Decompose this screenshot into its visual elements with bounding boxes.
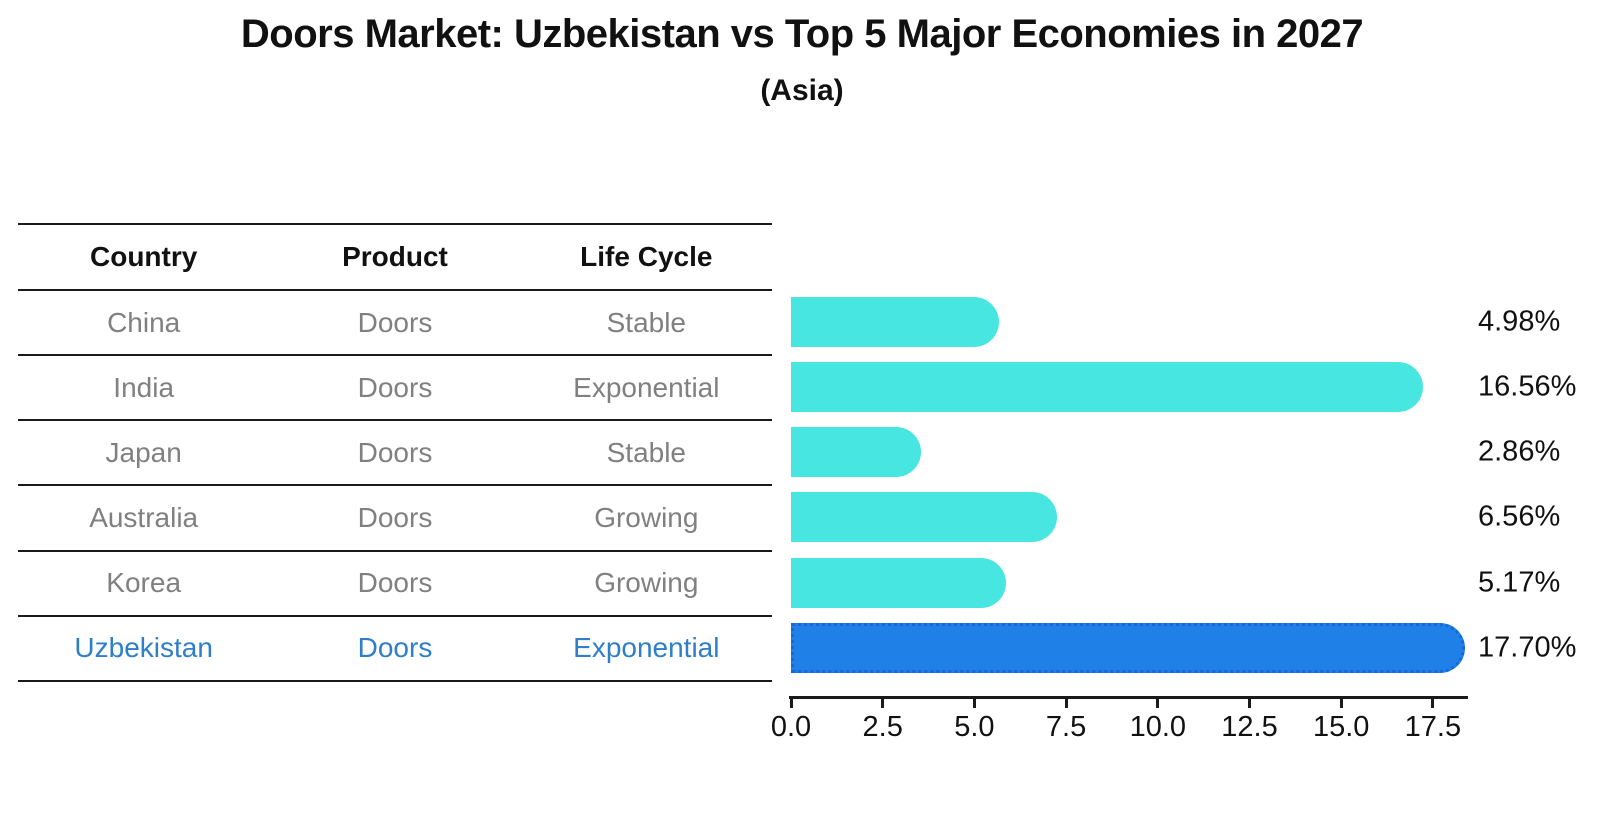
chart-title: Doors Market: Uzbekistan vs Top 5 Major … — [240, 12, 1364, 56]
table-cell-product: Doors — [357, 371, 433, 403]
bar — [791, 296, 999, 347]
table-header-country: Country — [90, 241, 198, 272]
bar-highlighted — [791, 622, 1466, 673]
table-cell-product: Doors — [357, 436, 433, 468]
x-axis-tick-label: 17.5 — [1404, 711, 1462, 743]
x-axis-tick-label: 5.0 — [954, 711, 995, 743]
x-axis-line — [789, 695, 1468, 699]
x-axis-tick-label: 15.0 — [1312, 711, 1370, 743]
table-row: Australia Doors Growing — [18, 484, 772, 549]
x-axis-tick-label: 2.5 — [862, 711, 903, 743]
bar-value-label: 2.86% — [1478, 435, 1561, 468]
table-cell-product: Doors — [357, 632, 433, 664]
table-cell-country: Uzbekistan — [74, 632, 213, 664]
table-cell-country: Japan — [105, 436, 182, 468]
x-axis-tick — [1156, 698, 1160, 708]
table-header-life-cycle: Life Cycle — [580, 241, 713, 272]
table-cell-product: Doors — [357, 502, 433, 534]
x-axis-tick — [881, 698, 885, 708]
table-row: Japan Doors Stable — [18, 419, 772, 484]
bar — [791, 362, 1424, 413]
x-axis-tick — [789, 698, 793, 708]
x-axis-tick — [1431, 698, 1435, 708]
x-axis-tick-label: 10.0 — [1129, 711, 1187, 743]
bar-value-label: 6.56% — [1478, 500, 1561, 533]
table-row: China Doors Stable — [18, 289, 772, 354]
bar-value-label: 17.70% — [1478, 631, 1577, 664]
table-row: Korea Doors Growing — [18, 549, 772, 615]
table-cell-life-cycle: Exponential — [573, 371, 720, 403]
bar — [791, 557, 1006, 608]
table-header-product: Product — [342, 241, 448, 272]
bar — [791, 427, 921, 478]
table-cell-product: Doors — [357, 306, 433, 338]
table-cell-country: India — [113, 371, 175, 403]
x-axis-tick — [1248, 698, 1251, 708]
x-axis-tick-label: 7.5 — [1045, 711, 1087, 743]
table-cell-life-cycle: Exponential — [573, 632, 720, 664]
x-axis-tick-label: 0.0 — [770, 711, 812, 743]
bar-value-label: 4.98% — [1478, 305, 1561, 338]
table-cell-life-cycle: Stable — [606, 436, 687, 468]
table-cell-product: Doors — [357, 567, 433, 599]
x-axis-tick — [1064, 698, 1068, 708]
bar — [791, 492, 1057, 543]
table-row: India Doors Exponential — [18, 354, 772, 419]
chart-subtitle: (Asia) — [760, 74, 844, 107]
x-axis-tick — [1339, 698, 1343, 708]
table-row-highlighted: Uzbekistan Doors Exponential — [18, 614, 772, 680]
table-cell-life-cycle: Growing — [594, 502, 699, 534]
table-cell-life-cycle: Stable — [606, 306, 687, 338]
country-table: Country Product Life Cycle China Doors S… — [18, 223, 772, 682]
bar-value-label: 16.56% — [1478, 370, 1577, 403]
bar-value-label: 5.17% — [1478, 566, 1561, 599]
table-cell-country: China — [107, 306, 181, 338]
table-cell-country: Australia — [89, 502, 199, 534]
table-cell-country: Korea — [106, 567, 182, 599]
table-cell-life-cycle: Growing — [594, 567, 699, 599]
table-header-row: Country Product Life Cycle — [18, 223, 772, 289]
x-axis-tick — [972, 698, 976, 708]
x-axis-tick-label: 12.5 — [1221, 711, 1278, 743]
